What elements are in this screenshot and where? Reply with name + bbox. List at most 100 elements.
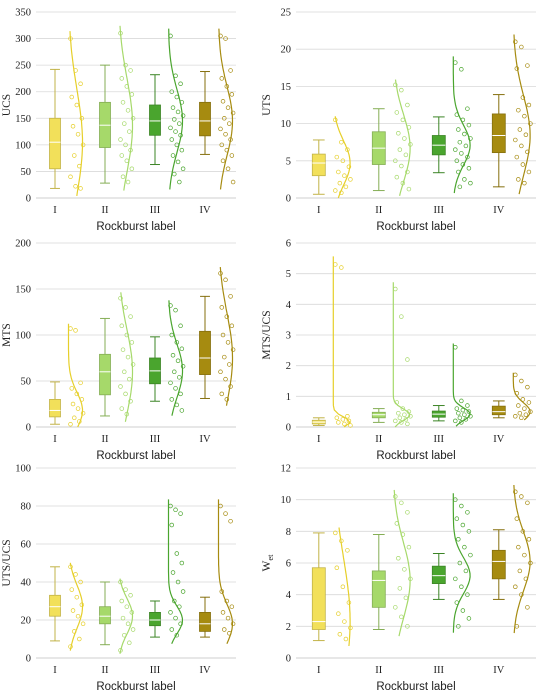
data-point — [179, 346, 185, 352]
data-point — [173, 386, 178, 391]
x-tick-label: III — [150, 205, 161, 216]
data-point — [219, 142, 225, 148]
x-tick-label: IV — [493, 665, 504, 676]
data-point — [520, 529, 526, 534]
data-point — [119, 76, 125, 81]
data-point — [72, 153, 77, 158]
data-point — [516, 177, 521, 182]
y-tick-label: 15 — [281, 82, 292, 93]
data-point — [522, 406, 527, 411]
data-point — [124, 332, 130, 338]
data-point — [128, 314, 133, 319]
box-group: IV — [199, 499, 236, 676]
data-point — [218, 369, 223, 375]
data-point — [528, 560, 533, 566]
density-curve — [393, 489, 411, 637]
density-curve — [452, 493, 471, 633]
data-point — [225, 615, 231, 621]
data-point — [220, 158, 226, 164]
data-point — [222, 627, 227, 632]
data-point — [459, 420, 464, 425]
data-point — [174, 551, 180, 556]
box-group: II — [371, 489, 413, 676]
data-point — [334, 565, 340, 570]
data-point — [78, 186, 83, 191]
data-point — [346, 600, 352, 605]
data-point — [169, 332, 175, 338]
x-axis-label: Rockburst label — [96, 450, 175, 462]
box-group: II — [99, 25, 136, 216]
box-iqr — [491, 405, 506, 416]
y-tick-label: 10 — [281, 495, 292, 506]
box-iqr — [491, 549, 506, 580]
data-point — [225, 166, 231, 172]
data-point — [178, 133, 183, 138]
box-group: II — [99, 578, 136, 676]
data-point — [173, 73, 178, 79]
density-curve — [452, 56, 471, 194]
data-point — [393, 82, 398, 88]
data-point — [399, 420, 404, 425]
data-point — [514, 66, 520, 71]
data-point — [78, 81, 83, 86]
data-point — [224, 84, 230, 89]
data-point — [130, 116, 136, 121]
y-tick-label: 40 — [21, 578, 32, 589]
data-point — [405, 624, 410, 629]
box-group: III — [149, 28, 186, 216]
data-point — [397, 147, 403, 152]
data-point — [396, 555, 401, 561]
data-point — [172, 171, 177, 177]
data-point — [453, 576, 458, 582]
y-axis-label: UTS — [261, 94, 273, 116]
data-point — [175, 159, 181, 165]
density-curve — [120, 292, 134, 422]
data-point — [228, 384, 233, 389]
y-tick-label: 300 — [15, 34, 31, 45]
density-curve — [217, 499, 233, 644]
data-point — [408, 142, 413, 147]
data-point — [406, 544, 412, 550]
data-point — [520, 397, 526, 402]
data-point — [393, 418, 398, 424]
data-point — [227, 121, 232, 126]
data-point — [408, 576, 413, 582]
data-point — [124, 158, 130, 164]
data-point — [516, 403, 521, 408]
data-point — [526, 400, 532, 405]
y-tick-label: 10 — [281, 119, 292, 130]
data-point — [403, 595, 409, 601]
data-point — [178, 391, 183, 397]
density-curve — [394, 79, 411, 196]
data-point — [119, 598, 125, 604]
y-tick-label: 200 — [15, 87, 31, 98]
y-tick-label: 350 — [15, 8, 31, 19]
data-point — [123, 62, 128, 68]
data-point — [513, 489, 518, 495]
data-point — [393, 286, 398, 292]
data-point — [343, 184, 349, 190]
x-tick-label: I — [317, 434, 321, 445]
data-point — [468, 414, 473, 419]
data-point — [229, 323, 235, 329]
data-point — [229, 92, 235, 97]
data-point — [454, 158, 460, 164]
data-point — [519, 378, 524, 384]
x-tick-label: IV — [199, 205, 210, 216]
box-group: III — [431, 493, 473, 676]
data-point — [399, 87, 404, 93]
data-point — [453, 418, 458, 424]
data-point — [173, 129, 178, 134]
y-tick-label: 250 — [15, 61, 31, 72]
data-point — [522, 113, 527, 119]
x-tick-label: I — [317, 665, 321, 676]
data-point — [454, 600, 460, 605]
data-point — [124, 411, 130, 417]
data-point — [394, 110, 400, 115]
box-iqr — [49, 594, 61, 617]
data-point — [218, 503, 223, 509]
data-point — [402, 136, 407, 141]
data-point — [514, 391, 520, 396]
data-point — [462, 412, 467, 417]
data-point — [174, 402, 180, 408]
